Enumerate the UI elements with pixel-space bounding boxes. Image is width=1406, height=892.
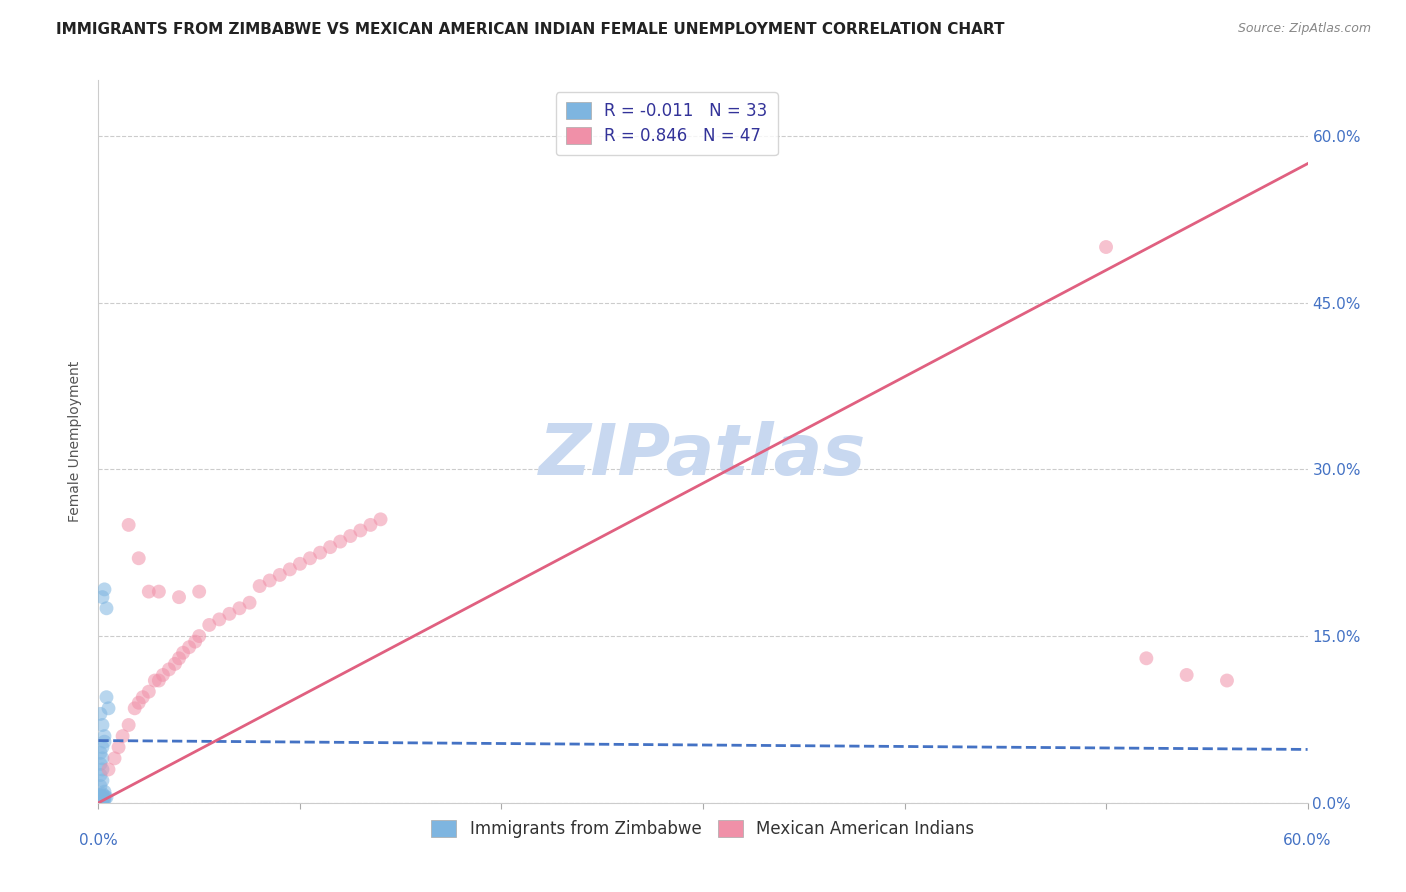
Point: [208, 612, 231, 626]
Point: [157, 662, 180, 676]
Point: [93, 792, 115, 806]
Point: [89, 790, 111, 805]
Point: [89, 756, 111, 771]
Point: [93, 582, 115, 597]
Point: [152, 668, 174, 682]
Point: [1135, 651, 1157, 665]
Point: [91, 763, 114, 777]
Point: [128, 551, 150, 566]
Point: [259, 574, 281, 588]
Point: [91, 590, 114, 604]
Legend: Immigrants from Zimbabwe, Mexican American Indians: Immigrants from Zimbabwe, Mexican Americ…: [425, 814, 981, 845]
Point: [89, 792, 111, 806]
Point: [269, 568, 291, 582]
Point: [218, 607, 240, 621]
Point: [1216, 673, 1239, 688]
Point: [89, 788, 111, 802]
Point: [91, 773, 114, 788]
Point: [91, 794, 114, 808]
Point: [93, 734, 115, 748]
Point: [278, 562, 301, 576]
Point: [96, 690, 118, 705]
Point: [249, 579, 271, 593]
Point: [124, 701, 146, 715]
Point: [239, 596, 262, 610]
Text: 0.0%: 0.0%: [79, 833, 118, 848]
Point: [138, 584, 160, 599]
Point: [118, 718, 141, 732]
Point: [198, 618, 221, 632]
Point: [91, 718, 114, 732]
Point: [89, 746, 111, 760]
Point: [167, 651, 190, 665]
Point: [228, 601, 250, 615]
Point: [188, 629, 211, 643]
Point: [93, 785, 115, 799]
Point: [89, 779, 111, 793]
Point: [172, 646, 194, 660]
Point: [91, 751, 114, 765]
Text: IMMIGRANTS FROM ZIMBABWE VS MEXICAN AMERICAN INDIAN FEMALE UNEMPLOYMENT CORRELAT: IMMIGRANTS FROM ZIMBABWE VS MEXICAN AMER…: [56, 22, 1005, 37]
Point: [103, 751, 125, 765]
Point: [370, 512, 392, 526]
Text: 60.0%: 60.0%: [1284, 833, 1331, 848]
Point: [93, 729, 115, 743]
Point: [349, 524, 371, 538]
Point: [1095, 240, 1118, 254]
Point: [188, 584, 211, 599]
Point: [309, 546, 332, 560]
Point: [97, 701, 120, 715]
Point: [299, 551, 322, 566]
Point: [184, 634, 207, 648]
Text: ZIPatlas: ZIPatlas: [540, 422, 866, 491]
Point: [91, 794, 114, 808]
Point: [91, 791, 114, 805]
Point: [339, 529, 361, 543]
Point: [89, 768, 111, 782]
Point: [91, 791, 114, 805]
Point: [167, 590, 190, 604]
Point: [128, 696, 150, 710]
Point: [91, 787, 114, 801]
Point: [97, 763, 120, 777]
Point: [143, 673, 166, 688]
Point: [138, 684, 160, 698]
Point: [319, 540, 342, 554]
Point: [329, 534, 352, 549]
Point: [93, 789, 115, 804]
Point: [118, 517, 141, 532]
Point: [89, 789, 111, 804]
Point: [91, 740, 114, 755]
Point: [148, 584, 170, 599]
Point: [96, 601, 118, 615]
Point: [107, 740, 129, 755]
Point: [89, 792, 111, 806]
Point: [91, 790, 114, 805]
Point: [89, 706, 111, 721]
Point: [111, 729, 134, 743]
Point: [163, 657, 186, 671]
Point: [179, 640, 201, 655]
Point: [148, 673, 170, 688]
Point: [96, 790, 118, 805]
Point: [93, 791, 115, 805]
Text: Source: ZipAtlas.com: Source: ZipAtlas.com: [1237, 22, 1371, 36]
Y-axis label: Female Unemployment: Female Unemployment: [69, 361, 83, 522]
Point: [360, 517, 382, 532]
Point: [1175, 668, 1198, 682]
Point: [132, 690, 155, 705]
Point: [288, 557, 311, 571]
